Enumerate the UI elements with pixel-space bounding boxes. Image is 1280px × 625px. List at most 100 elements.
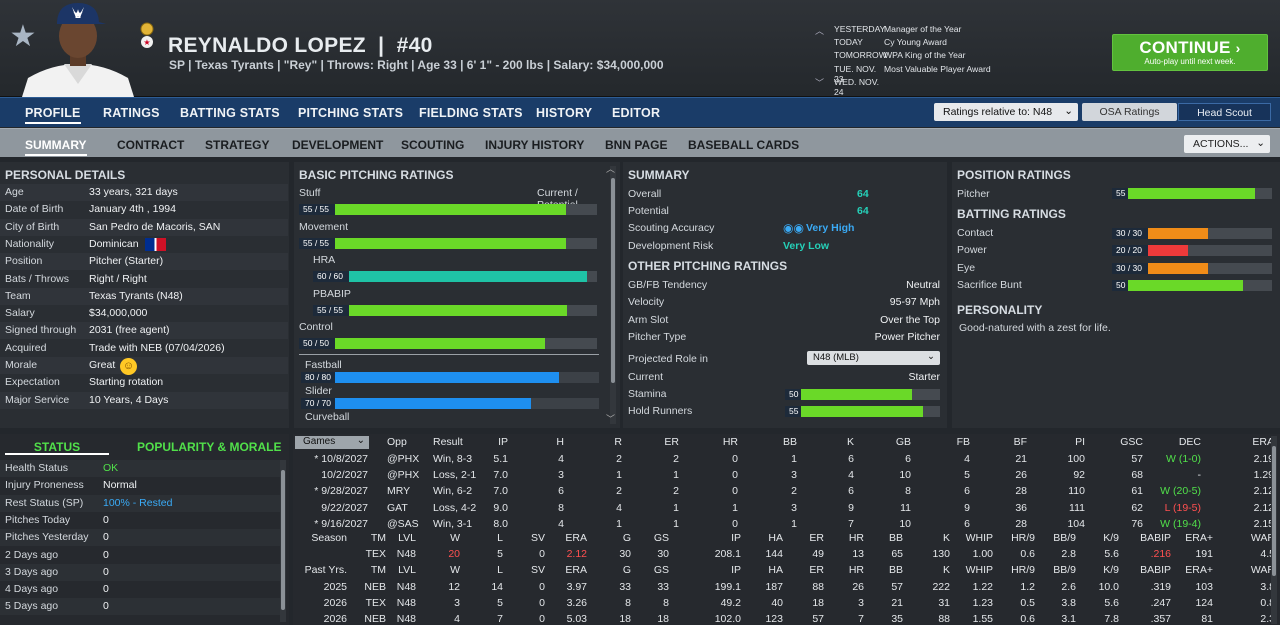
status-panel: STATUS POPULARITY & MORALE Health Status… xyxy=(0,434,289,625)
tab-popularity-morale[interactable]: POPULARITY & MORALE xyxy=(137,440,282,454)
event-row[interactable]: TOMORROW WPA King of the Year xyxy=(834,50,966,61)
projected-role-select[interactable]: N48 (MLB) ⌄ xyxy=(807,351,940,365)
subtab-bnn-page[interactable]: BNN PAGE xyxy=(605,138,668,152)
events-down-arrow-icon[interactable]: ﹀ xyxy=(815,78,825,88)
stats-header: W xyxy=(450,564,460,576)
continue-button[interactable]: CONTINUE › Auto-play until next week. xyxy=(1112,34,1268,71)
stats-header: WHIP xyxy=(965,564,993,576)
season-lvl: N48 xyxy=(396,548,416,560)
games-select[interactable]: Games ⌄ xyxy=(295,435,369,449)
personal-value: Texas Tyrants (N48) xyxy=(89,289,183,302)
stats-header: LVL xyxy=(398,532,416,544)
pitch-type-bar-label: 80 / 80 xyxy=(301,372,335,383)
season-l: 5 xyxy=(497,548,503,560)
game-gb: 10 xyxy=(899,469,911,482)
season-w: 20 xyxy=(448,548,460,560)
ratings-relative-select[interactable]: Ratings relative to: N48 ⌄ xyxy=(934,103,1078,121)
personal-label: City of Birth xyxy=(5,220,60,233)
status-scrollbar[interactable] xyxy=(280,460,286,622)
game-gsc: 62 xyxy=(1131,501,1143,514)
subtab-development[interactable]: DEVELOPMENT xyxy=(292,138,384,152)
tab-ratings[interactable]: RATINGS xyxy=(103,106,160,120)
personal-details-panel: PERSONAL DETAILS Age 33 years, 321 days Da… xyxy=(0,162,289,428)
pitch-rating-bar-fill xyxy=(335,204,566,215)
game-fb: 6 xyxy=(964,485,970,498)
past-babip: .357 xyxy=(1150,613,1171,625)
event-row[interactable]: YESTERDAY Manager of the Year xyxy=(834,24,962,34)
other-rating-label: Velocity xyxy=(628,296,665,309)
game-result: Win, 8-3 xyxy=(433,453,473,465)
game-gsc: 61 xyxy=(1131,485,1143,498)
status-row xyxy=(0,546,282,564)
event-row[interactable]: WED. NOV. 24 xyxy=(834,76,880,97)
game-ip: 7.0 xyxy=(493,469,508,482)
past-hr: 3 xyxy=(858,597,864,609)
games-header: Result xyxy=(433,436,463,448)
subtab-baseball-cards[interactable]: BASEBALL CARDS xyxy=(688,138,800,152)
past-eraplus: 103 xyxy=(1195,581,1213,593)
game-bb: 3 xyxy=(791,469,797,482)
subtab-injury-history[interactable]: INJURY HISTORY xyxy=(485,138,585,152)
batting-ratings-title: BATTING RATINGS xyxy=(957,207,1066,221)
actions-dropdown[interactable]: ACTIONS... ⌄ xyxy=(1184,135,1270,153)
games-scrollbar[interactable] xyxy=(1271,436,1277,624)
subtab-strategy[interactable]: STRATEGY xyxy=(205,138,270,152)
season-k: 130 xyxy=(932,548,950,560)
tab-fielding-stats[interactable]: FIELDING STATS xyxy=(419,106,523,120)
scroll-up-icon[interactable]: ︿ xyxy=(606,164,616,174)
games-header: IP xyxy=(498,436,508,448)
stats-header: ERA+ xyxy=(1185,564,1213,576)
game-k: 9 xyxy=(848,501,854,514)
game-pi: 111 xyxy=(1069,501,1085,514)
stats-header: ER xyxy=(809,564,824,576)
pitch-type-bar: 70 / 70 xyxy=(301,398,599,409)
past-gs: 8 xyxy=(663,597,669,609)
team-logo-star-icon[interactable]: ★ xyxy=(9,20,37,53)
scroll-down-icon[interactable]: ﹀ xyxy=(606,414,616,424)
basic-pitching-title: BASIC PITCHING RATINGS xyxy=(299,168,454,182)
pitcher-rating-bar: 55 xyxy=(1112,188,1272,199)
status-row xyxy=(0,477,282,495)
event-row[interactable]: TUE. NOV. 23 Most Valuable Player Award xyxy=(834,63,991,84)
tab-status[interactable]: STATUS xyxy=(5,437,109,455)
game-r: 1 xyxy=(616,517,622,530)
award-badge-icon[interactable]: ★ xyxy=(140,22,154,50)
tab-profile[interactable]: PROFILE xyxy=(25,106,81,124)
subtab-scouting[interactable]: SCOUTING xyxy=(401,138,465,152)
osa-ratings-button[interactable]: OSA Ratings xyxy=(1082,103,1177,121)
hold-runners-bar-label: 55 xyxy=(785,406,801,417)
games-header: BF xyxy=(1013,436,1027,448)
past-hr: 26 xyxy=(852,581,864,593)
events-up-arrow-icon[interactable]: ︿ xyxy=(815,26,825,36)
other-rating-value: Over the Top xyxy=(880,313,940,326)
batting-rating-label: Eye xyxy=(957,261,976,274)
batting-rating-label: Sacrifice Bunt xyxy=(957,278,1022,291)
potential-label: Potential xyxy=(628,205,669,217)
svg-text:★: ★ xyxy=(143,38,150,47)
batting-rating-bar-label: 30 / 30 xyxy=(1112,262,1148,274)
pitch-rating-bar: 55 / 55 xyxy=(313,305,597,316)
subtab-contract[interactable]: CONTRACT xyxy=(117,138,185,152)
pitching-scrollbar[interactable] xyxy=(610,166,616,424)
game-hr: 0 xyxy=(732,485,738,498)
tab-editor[interactable]: EDITOR xyxy=(612,106,661,120)
stamina-bar-label: 50 xyxy=(785,389,801,400)
status-value: 0 xyxy=(103,513,109,526)
tab-pitching-stats[interactable]: PITCHING STATS xyxy=(298,106,404,120)
development-risk-value: Very Low xyxy=(783,240,830,252)
personal-row xyxy=(0,235,288,253)
tab-history[interactable]: HISTORY xyxy=(536,106,593,120)
event-row[interactable]: TODAY Cy Young Award xyxy=(834,37,947,48)
past-gs: 18 xyxy=(657,613,669,625)
past-l: 14 xyxy=(491,581,503,593)
personal-row xyxy=(0,374,288,392)
stats-header: GS xyxy=(653,532,669,544)
chevron-down-icon: ⌄ xyxy=(927,351,935,362)
tab-batting-stats[interactable]: BATTING STATS xyxy=(180,106,280,120)
overall-value: 64 xyxy=(857,188,869,200)
head-scout-button[interactable]: Head Scout xyxy=(1178,103,1271,121)
season-babip: .216 xyxy=(1150,548,1171,560)
subtab-summary[interactable]: SUMMARY xyxy=(25,138,87,156)
season-tm: TEX xyxy=(365,548,386,560)
batting-rating-bar-fill xyxy=(1148,262,1208,274)
